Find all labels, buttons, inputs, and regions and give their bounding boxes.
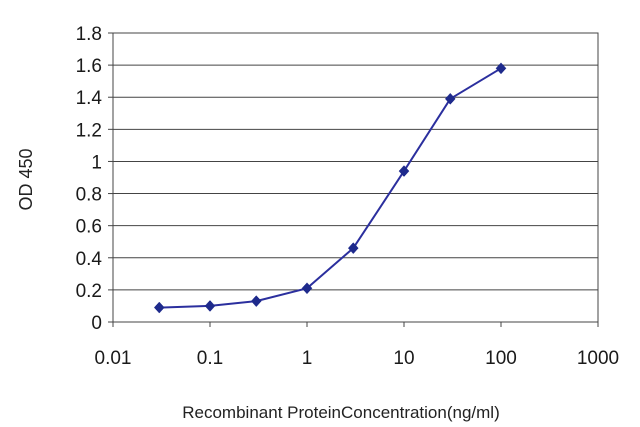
x-tick-label: 0.1 bbox=[197, 348, 223, 369]
y-tick-label: 0.6 bbox=[76, 217, 102, 238]
series-group bbox=[153, 62, 507, 314]
y-axis-ticks: 0 0.2 0.4 0.6 0.8 1 1.2 1.4 1.6 1.8 bbox=[76, 24, 113, 334]
y-tick-label: 0.4 bbox=[76, 249, 103, 270]
data-point bbox=[444, 92, 456, 105]
x-tick-label: 1000 bbox=[577, 348, 619, 369]
y-tick-label: 0.2 bbox=[76, 281, 102, 302]
y-tick-label: 1 bbox=[91, 152, 102, 173]
x-tick-label: 10 bbox=[393, 348, 414, 369]
y-tick-label: 1.8 bbox=[76, 24, 102, 45]
y-tick-label: 0 bbox=[91, 313, 102, 334]
x-tick-label: 1 bbox=[302, 348, 313, 369]
y-tick-label: 1.4 bbox=[76, 88, 103, 109]
data-point bbox=[153, 301, 165, 314]
x-axis-ticks: 0.01 0.1 1 10 100 1000 bbox=[95, 322, 619, 369]
data-point bbox=[495, 62, 507, 75]
y-tick-label: 1.2 bbox=[76, 120, 102, 141]
x-axis-title: Recombinant ProteinConcentration(ng/ml) bbox=[182, 403, 500, 422]
data-point bbox=[204, 300, 216, 312]
data-point bbox=[301, 282, 313, 295]
y-axis-title: OD 450 bbox=[16, 148, 36, 210]
y-tick-label: 1.6 bbox=[76, 56, 102, 77]
horizontal-gridlines bbox=[113, 64, 598, 291]
data-point bbox=[347, 242, 359, 255]
data-point bbox=[398, 165, 410, 177]
series-line bbox=[159, 67, 502, 309]
x-tick-label: 0.01 bbox=[95, 348, 132, 369]
y-tick-label: 0.8 bbox=[76, 185, 102, 206]
plot-area-frame bbox=[112, 32, 599, 323]
x-tick-label: 100 bbox=[485, 348, 517, 369]
data-point bbox=[250, 295, 262, 307]
